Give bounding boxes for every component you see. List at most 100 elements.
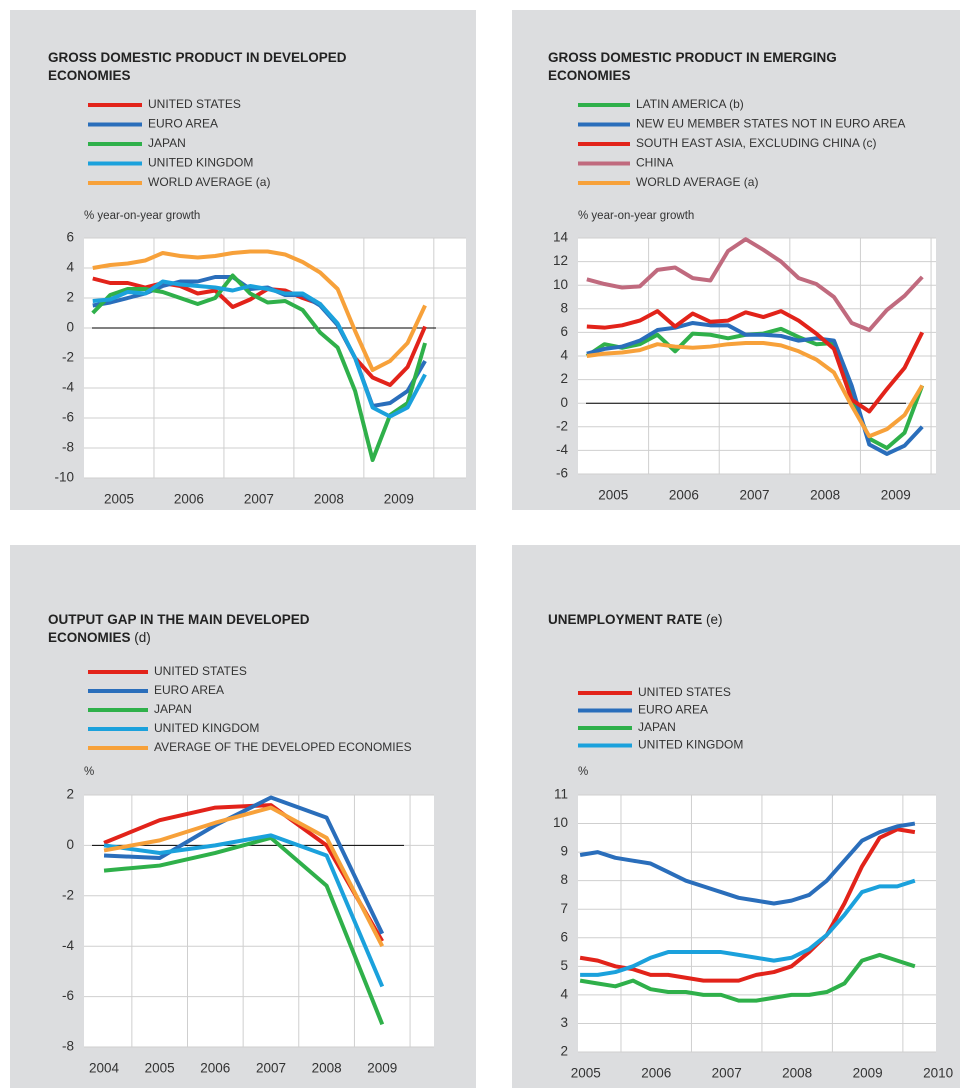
series-line bbox=[92, 279, 427, 419]
x-tick-label: 2009 bbox=[384, 492, 414, 507]
y-tick-label: 6 bbox=[66, 230, 74, 245]
x-tick-label: 2005 bbox=[104, 492, 134, 507]
y-tick-label: 8 bbox=[560, 300, 568, 315]
x-tick-label: 2007 bbox=[712, 1066, 742, 1081]
series-line bbox=[103, 833, 385, 988]
x-tick-label: 2006 bbox=[200, 1061, 230, 1076]
series-line bbox=[92, 249, 427, 372]
chart: % year-on-year growth -6 -4 -2 0 2 4 6 8 10 12 14 20… bbox=[553, 97, 936, 503]
x-tick-label: 2005 bbox=[598, 488, 628, 503]
y-tick-label: 14 bbox=[553, 230, 569, 245]
legend-label: UNITED KINGDOM bbox=[638, 738, 743, 752]
y-tick-label: 2 bbox=[560, 1044, 568, 1059]
y-tick-label: -6 bbox=[556, 466, 568, 481]
y-tick-label: 2 bbox=[66, 787, 74, 802]
series-line bbox=[103, 795, 385, 935]
y-tick-label: 4 bbox=[560, 986, 568, 1001]
x-tick-label: 2004 bbox=[89, 1061, 120, 1076]
series-line bbox=[103, 803, 384, 943]
y-axis-label: % year-on-year growth bbox=[578, 210, 694, 222]
y-tick-label: 0 bbox=[66, 320, 74, 335]
series-line bbox=[586, 309, 925, 414]
plot-area bbox=[578, 795, 936, 1052]
x-tick-label: 2008 bbox=[312, 1061, 342, 1076]
y-tick-label: 6 bbox=[560, 929, 568, 944]
chart-panel: % -8 -6 -4 -2 0 2 2004 2005 2006 2007 2008 2009 UNITE… bbox=[10, 545, 476, 1088]
chart-title: GROSS DOMESTIC PRODUCT IN DEVELOPED ECON… bbox=[48, 49, 388, 85]
legend-label: CHINA bbox=[636, 156, 673, 170]
y-tick-label: -8 bbox=[62, 440, 74, 455]
y-tick-label: 2 bbox=[66, 290, 74, 305]
x-tick-label: 2007 bbox=[740, 488, 770, 503]
y-tick-label: 5 bbox=[560, 958, 568, 973]
y-axis-label: % bbox=[84, 766, 94, 778]
legend-label: LATIN AMERICA (b) bbox=[636, 97, 744, 111]
chart: % year-on-year growth -10 -8 -6 -4 -2 0 2 4 6 2005… bbox=[54, 97, 466, 507]
y-tick-label: 2 bbox=[560, 371, 568, 386]
y-tick-label: 3 bbox=[560, 1015, 568, 1030]
title-text: GROSS DOMESTIC PRODUCT IN EMERGING ECONO… bbox=[548, 50, 837, 83]
legend-label: UNITED STATES bbox=[154, 664, 247, 678]
legend-label: AVERAGE OF THE DEVELOPED ECONOMIES bbox=[154, 740, 412, 754]
y-tick-label: -2 bbox=[62, 887, 74, 902]
y-tick-label: 0 bbox=[66, 837, 74, 852]
x-tick-label: 2009 bbox=[853, 1066, 883, 1081]
legend-label: JAPAN bbox=[638, 720, 676, 734]
y-tick-label: -4 bbox=[556, 442, 568, 457]
x-tick-label: 2006 bbox=[174, 492, 204, 507]
y-tick-label: 7 bbox=[560, 901, 568, 916]
legend-label: SOUTH EAST ASIA, EXCLUDING CHINA (c) bbox=[636, 136, 877, 150]
y-tick-label: -8 bbox=[62, 1039, 74, 1054]
chart-title: GROSS DOMESTIC PRODUCT IN EMERGING ECONO… bbox=[548, 49, 888, 85]
y-tick-label: 4 bbox=[560, 348, 568, 363]
legend-label: JAPAN bbox=[148, 136, 186, 150]
chart: % -8 -6 -4 -2 0 2 2004 2005 2006 2007 2008 2009 UNITE… bbox=[62, 664, 434, 1076]
y-tick-label: 11 bbox=[554, 787, 568, 802]
series-line bbox=[586, 237, 924, 333]
y-tick-label: 6 bbox=[560, 324, 568, 339]
y-tick-label: 10 bbox=[553, 815, 568, 830]
x-tick-label: 2008 bbox=[782, 1066, 812, 1081]
legend-label: EURO AREA bbox=[638, 703, 708, 717]
y-tick-label: -4 bbox=[62, 938, 74, 953]
plot-area bbox=[84, 795, 434, 1047]
y-tick-label: 9 bbox=[560, 844, 568, 859]
x-tick-label: 2009 bbox=[881, 488, 911, 503]
x-tick-label: 2005 bbox=[145, 1061, 175, 1076]
legend-label: WORLD AVERAGE (a) bbox=[636, 175, 758, 189]
legend-label: UNITED STATES bbox=[638, 685, 731, 699]
y-tick-label: 10 bbox=[553, 277, 568, 292]
legend-label: NEW EU MEMBER STATES NOT IN EURO AREA bbox=[636, 117, 905, 131]
x-tick-label: 2005 bbox=[571, 1066, 601, 1081]
chart-panel: % 2 3 4 5 6 7 8 9 10 11 2005 2006 2007 2008 2009 2010 UNI… bbox=[512, 545, 960, 1088]
x-tick-label: 2008 bbox=[314, 492, 344, 507]
series-line bbox=[103, 835, 385, 1026]
series-line bbox=[92, 276, 427, 387]
x-tick-label: 2007 bbox=[256, 1061, 286, 1076]
y-tick-label: 12 bbox=[553, 253, 568, 268]
y-axis-label: % year-on-year growth bbox=[84, 210, 200, 222]
chart: % 2 3 4 5 6 7 8 9 10 11 2005 2006 2007 2008 2009 2010 UNI… bbox=[553, 685, 953, 1081]
chart-panel: % year-on-year growth -10 -8 -6 -4 -2 0 2 4 6 2005… bbox=[10, 10, 476, 510]
x-tick-label: 2006 bbox=[669, 488, 699, 503]
y-tick-label: -2 bbox=[62, 350, 74, 365]
y-tick-label: -4 bbox=[62, 380, 74, 395]
legend-label: EURO AREA bbox=[154, 683, 224, 697]
title-text: OUTPUT GAP IN THE MAIN DEVELOPED ECONOMI… bbox=[48, 612, 310, 645]
y-tick-label: -6 bbox=[62, 988, 74, 1003]
series-line bbox=[579, 827, 916, 983]
series-line bbox=[579, 952, 916, 1003]
title-text: GROSS DOMESTIC PRODUCT IN DEVELOPED ECON… bbox=[48, 50, 347, 83]
x-tick-label: 2010 bbox=[923, 1066, 953, 1081]
chart-title: OUTPUT GAP IN THE MAIN DEVELOPED ECONOMI… bbox=[48, 611, 378, 647]
series-line bbox=[103, 805, 385, 948]
title-text: UNEMPLOYMENT RATE bbox=[548, 612, 703, 627]
title-note: (d) bbox=[134, 630, 151, 645]
series-line bbox=[579, 821, 916, 906]
y-tick-label: -6 bbox=[62, 410, 74, 425]
legend-label: UNITED KINGDOM bbox=[154, 721, 259, 735]
title-note: (e) bbox=[706, 612, 723, 627]
y-tick-label: -10 bbox=[54, 470, 74, 485]
legend-label: UNITED KINGDOM bbox=[148, 156, 253, 170]
x-tick-label: 2007 bbox=[244, 492, 274, 507]
